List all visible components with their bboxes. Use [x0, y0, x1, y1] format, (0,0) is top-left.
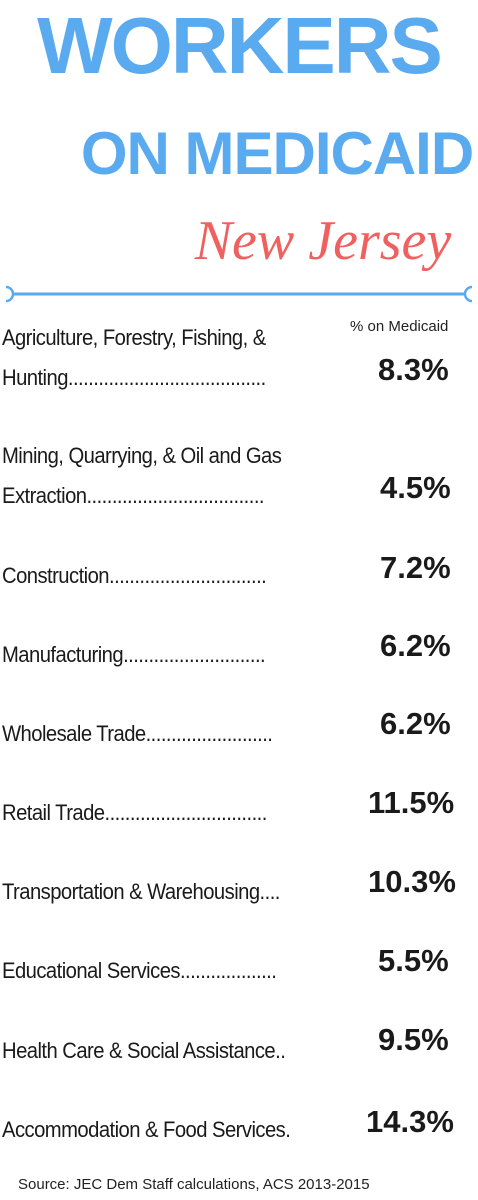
title-workers: WORKERS [37, 1, 443, 90]
row-label-line2: Hunting.................................… [2, 365, 266, 390]
row-label-line2: Extraction..............................… [2, 483, 265, 508]
source-note: Source: JEC Dem Staff calculations, ACS … [18, 1176, 370, 1193]
row-label-line1: Mining, Quarrying, & Oil and Gas [2, 443, 282, 468]
row-label: Accommodation & Food Services. [2, 1117, 291, 1142]
row-value: 8.3% [378, 352, 449, 387]
row-value: 9.5% [378, 1022, 449, 1057]
row-label-line1: Agriculture, Forestry, Fishing, & [2, 325, 266, 350]
title-state: New Jersey [194, 210, 452, 272]
row-value: 6.2% [380, 628, 451, 663]
title-on-medicaid: ON MEDICAID [80, 120, 474, 187]
row-value: 11.5% [368, 785, 455, 820]
row-label: Construction............................… [2, 563, 267, 588]
row-label: Educational Services................... [2, 958, 277, 983]
row-value: 4.5% [380, 470, 451, 505]
row-value: 5.5% [378, 943, 449, 978]
row-label: Wholesale Trade......................... [2, 721, 273, 746]
row-label: Retail Trade............................… [2, 800, 267, 825]
column-header-percent: % on Medicaid [350, 318, 449, 335]
row-value: 10.3% [368, 864, 456, 899]
row-label: Health Care & Social Assistance.. [2, 1038, 286, 1063]
row-label: Transportation & Warehousing.... [2, 879, 280, 904]
row-label: Manufacturing...........................… [2, 642, 266, 667]
row-value: 14.3% [366, 1104, 454, 1139]
row-value: 7.2% [380, 550, 451, 585]
row-value: 6.2% [380, 706, 451, 741]
decorative-divider [5, 285, 473, 303]
